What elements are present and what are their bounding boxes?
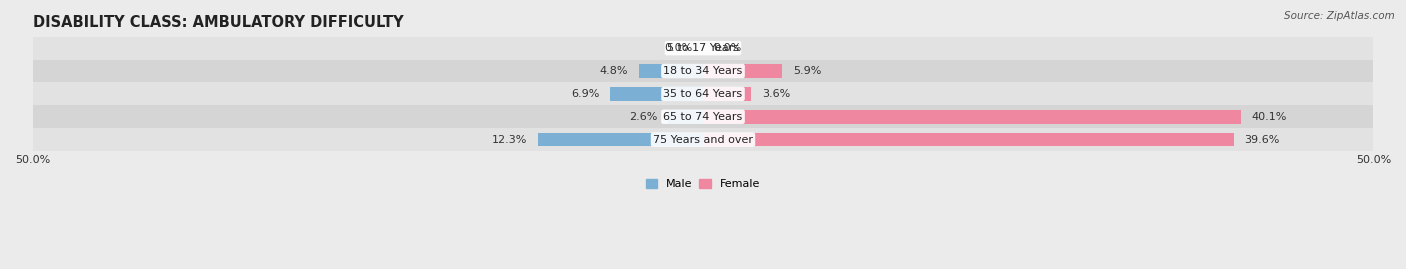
Bar xyxy=(32,128,1374,151)
Bar xyxy=(668,110,703,123)
Legend: Male, Female: Male, Female xyxy=(641,174,765,193)
Text: 4.8%: 4.8% xyxy=(599,66,628,76)
Bar xyxy=(703,64,782,78)
Bar xyxy=(32,105,1374,128)
Bar xyxy=(638,64,703,78)
Bar xyxy=(32,37,1374,60)
Text: 39.6%: 39.6% xyxy=(1244,134,1279,145)
Text: 18 to 34 Years: 18 to 34 Years xyxy=(664,66,742,76)
Text: 0.0%: 0.0% xyxy=(664,43,692,53)
Bar xyxy=(32,60,1374,83)
Bar xyxy=(703,110,1240,123)
Text: 40.1%: 40.1% xyxy=(1251,112,1286,122)
Text: 2.6%: 2.6% xyxy=(628,112,658,122)
Text: 65 to 74 Years: 65 to 74 Years xyxy=(664,112,742,122)
Text: 3.6%: 3.6% xyxy=(762,89,790,99)
Bar xyxy=(703,133,1234,146)
Bar xyxy=(538,133,703,146)
Text: 6.9%: 6.9% xyxy=(571,89,600,99)
Text: 75 Years and over: 75 Years and over xyxy=(652,134,754,145)
Bar xyxy=(703,87,751,101)
Text: DISABILITY CLASS: AMBULATORY DIFFICULTY: DISABILITY CLASS: AMBULATORY DIFFICULTY xyxy=(32,15,404,30)
Bar xyxy=(32,83,1374,105)
Text: 12.3%: 12.3% xyxy=(492,134,527,145)
Text: 0.0%: 0.0% xyxy=(714,43,742,53)
Text: 5.9%: 5.9% xyxy=(793,66,821,76)
Bar xyxy=(610,87,703,101)
Text: 5 to 17 Years: 5 to 17 Years xyxy=(666,43,740,53)
Text: Source: ZipAtlas.com: Source: ZipAtlas.com xyxy=(1284,11,1395,21)
Text: 35 to 64 Years: 35 to 64 Years xyxy=(664,89,742,99)
